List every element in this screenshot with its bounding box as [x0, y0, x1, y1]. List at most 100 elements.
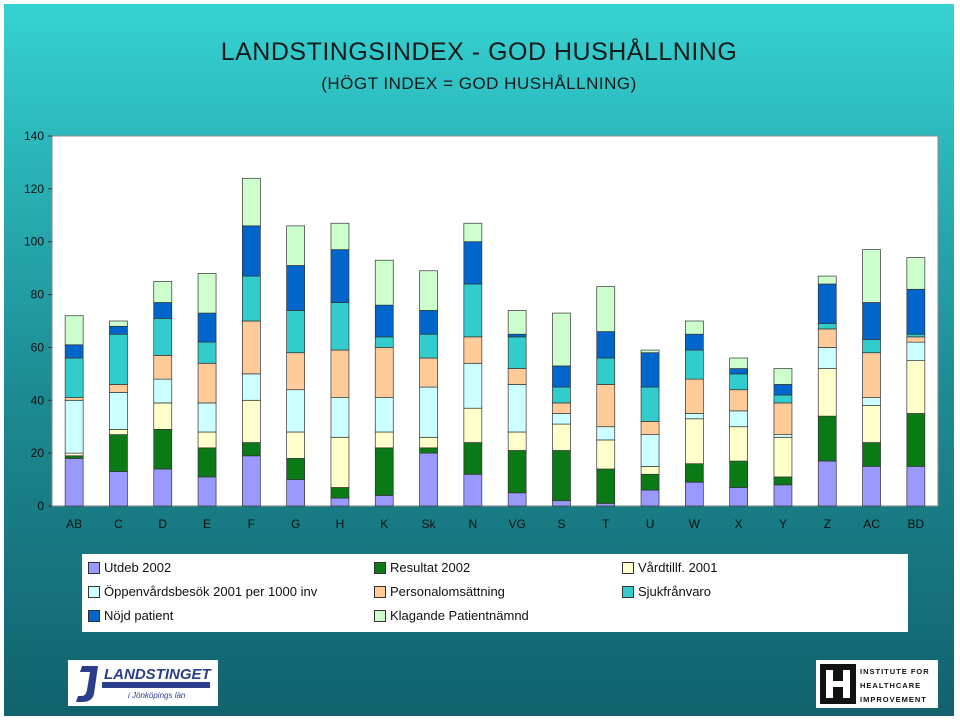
bar-segment-D-s2 — [153, 402, 173, 430]
bar-segment-F-s0 — [242, 455, 261, 507]
bar-segment-X-s7 — [729, 357, 749, 369]
x-tick-label: BD — [908, 517, 925, 531]
bar-segment-D-s0 — [153, 468, 173, 507]
legend-label: Personalomsättning — [390, 584, 505, 599]
bar-segment-E-s2 — [197, 431, 217, 449]
legend-label: Vårdtillf. 2001 — [638, 560, 718, 575]
bar-segment-AC-s6 — [862, 302, 881, 340]
bar-segment-X-s0 — [729, 487, 749, 507]
bar-segment-D-s5 — [153, 318, 173, 356]
bar-segment-G-s5 — [286, 310, 305, 354]
bar-segment-N-s3 — [463, 362, 483, 409]
bar-segment-H-s6 — [330, 249, 350, 303]
bar-segment-T-s3 — [596, 426, 616, 441]
legend-swatch — [88, 609, 100, 622]
bar-segment-N-s2 — [463, 407, 483, 443]
bar-segment-H-s5 — [330, 302, 350, 351]
bar-segment-T-s2 — [596, 439, 616, 470]
legend-swatch — [88, 561, 100, 574]
bar-segment-K-s0 — [374, 495, 394, 507]
landstinget-logo: LANDSTINGET i Jönköpings län — [68, 660, 218, 706]
bar-segment-C-s0 — [109, 471, 128, 507]
x-tick-label: AC — [863, 517, 880, 531]
bar-segment-BD-s5 — [906, 333, 926, 338]
bar-segment-AB-s6 — [64, 344, 84, 359]
x-tick-label: K — [380, 517, 388, 531]
bar-segment-Z-s5 — [817, 323, 837, 330]
bar-segment-S-s7 — [552, 312, 571, 367]
bar-segment-E-s1 — [197, 447, 217, 478]
legend-label: Öppenvårdsbesök 2001 per 1000 inv — [104, 584, 318, 599]
y-tick-label: 40 — [31, 393, 45, 407]
bar-segment-Y-s5 — [773, 394, 793, 404]
bar-segment-Y-s2 — [773, 436, 793, 478]
x-tick-label: T — [602, 517, 610, 531]
bar-segment-S-s4 — [552, 402, 571, 414]
bar-segment-F-s4 — [242, 320, 261, 375]
bar-segment-VG-s6 — [507, 333, 527, 338]
bar-segment-C-s5 — [109, 333, 128, 385]
x-tick-label: D — [158, 517, 167, 531]
bar-segment-E-s4 — [197, 362, 217, 404]
bar-segment-H-s3 — [330, 397, 350, 438]
bar-segment-Sk-s3 — [419, 386, 438, 438]
x-tick-label: X — [735, 517, 743, 531]
legend-item: Resultat 2002 — [374, 560, 470, 575]
bar-segment-AC-s1 — [862, 442, 881, 467]
legend-swatch — [374, 609, 386, 622]
bar-segment-K-s5 — [374, 336, 394, 348]
x-tick-label: G — [291, 517, 300, 531]
bar-segment-G-s1 — [286, 458, 305, 480]
bar-segment-Sk-s4 — [419, 357, 438, 388]
bar-segment-Z-s7 — [817, 275, 837, 285]
legend-item: Sjukfrånvaro — [622, 584, 711, 599]
logo-right-line-3: IMPROVEMENT — [860, 695, 927, 704]
bar-segment-Sk-s1 — [419, 447, 438, 454]
bar-segment-AC-s0 — [862, 466, 881, 507]
bar-segment-Y-s7 — [773, 368, 793, 385]
legend-swatch — [88, 585, 100, 598]
bar-segment-Y-s3 — [773, 434, 793, 438]
bar-segment-G-s0 — [286, 479, 305, 507]
bar-segment-AB-s1 — [64, 455, 84, 459]
bar-segment-K-s3 — [374, 397, 394, 433]
bar-segment-Y-s0 — [773, 484, 793, 507]
bar-segment-VG-s7 — [507, 310, 527, 335]
legend-label: Utdeb 2002 — [104, 560, 172, 575]
x-tick-label: E — [203, 517, 211, 531]
bar-segment-C-s4 — [109, 384, 128, 393]
legend-swatch — [622, 585, 634, 598]
bar-segment-C-s7 — [109, 320, 128, 327]
bar-segment-H-s7 — [330, 222, 350, 250]
bar-segment-U-s4 — [640, 421, 660, 435]
bar-segment-W-s1 — [684, 463, 704, 483]
bar-segment-N-s1 — [463, 442, 483, 475]
bar-segment-BD-s0 — [906, 466, 926, 507]
bar-segment-D-s3 — [153, 378, 173, 404]
bar-segment-VG-s2 — [507, 431, 527, 451]
logo-left-text: LANDSTINGET — [104, 666, 213, 683]
logo-right-line-2: HEALTHCARE — [860, 681, 921, 690]
bar-segment-T-s6 — [596, 331, 616, 359]
bar-segment-U-s2 — [640, 466, 660, 475]
legend-label: Klagande Patientnämnd — [390, 608, 529, 623]
y-tick-label: 20 — [31, 446, 45, 460]
bar-segment-F-s6 — [242, 225, 261, 277]
bar-segment-X-s1 — [729, 460, 749, 488]
bar-segment-N-s4 — [463, 336, 483, 364]
bar-segment-S-s6 — [552, 365, 571, 388]
bar-segment-H-s2 — [330, 436, 350, 488]
bar-segment-T-s7 — [596, 286, 616, 332]
bar-segment-W-s4 — [684, 378, 704, 414]
legend-item: Nöjd patient — [88, 608, 173, 623]
x-tick-label: N — [469, 517, 478, 531]
bar-segment-AB-s2 — [64, 452, 84, 457]
bar-segment-D-s7 — [153, 281, 173, 303]
bar-segment-VG-s1 — [507, 450, 527, 494]
bar-segment-S-s3 — [552, 413, 571, 425]
bar-segment-W-s6 — [684, 333, 704, 351]
bar-segment-Z-s2 — [817, 368, 837, 417]
bar-segment-W-s0 — [684, 481, 704, 507]
bar-segment-D-s1 — [153, 429, 173, 470]
bar-segment-D-s6 — [153, 302, 173, 319]
